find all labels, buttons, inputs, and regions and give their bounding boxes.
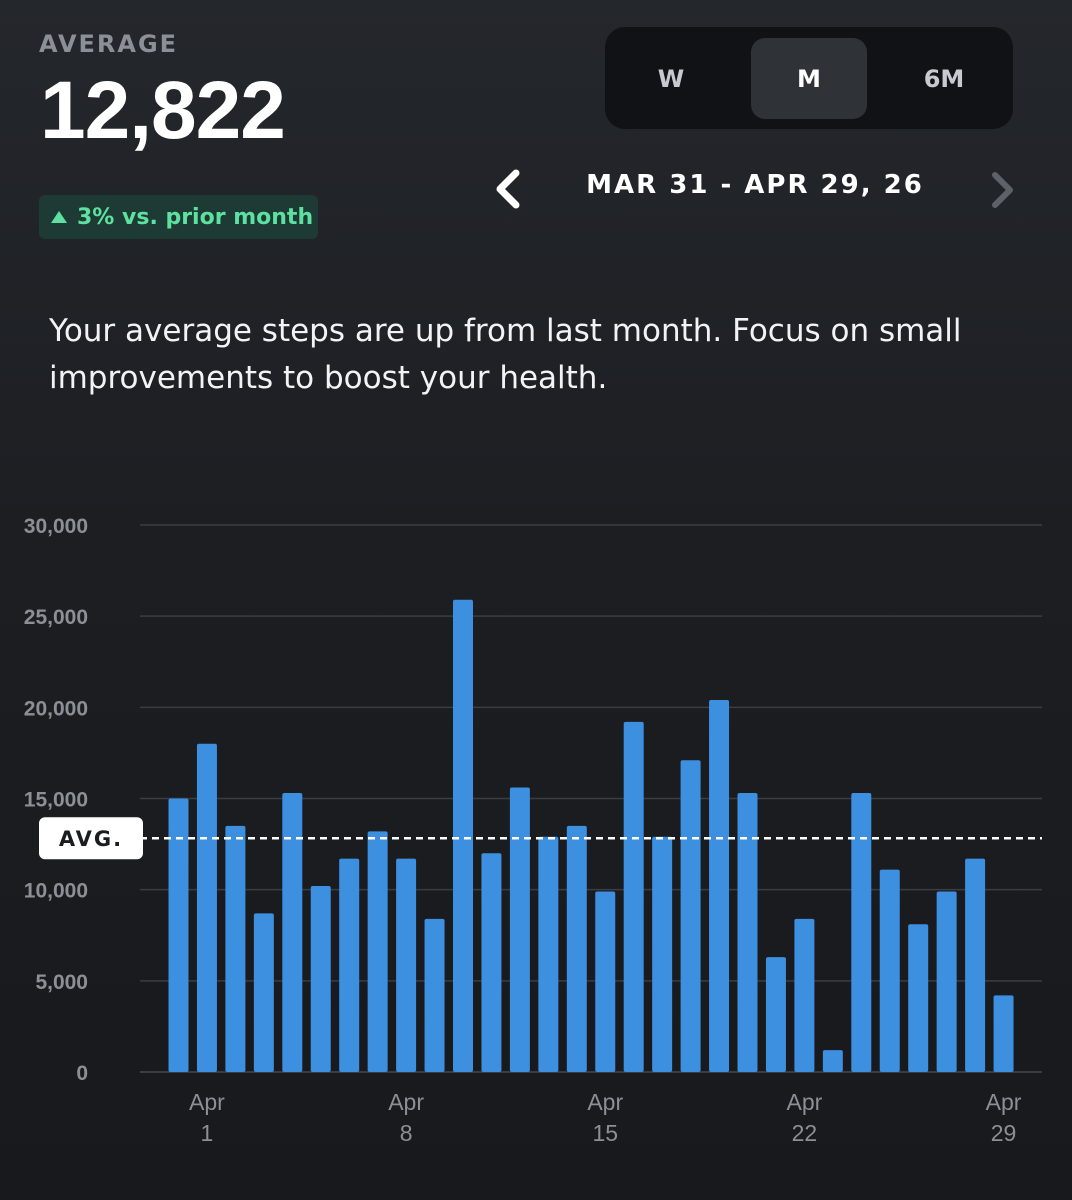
bar — [168, 798, 189, 1072]
average-label: AVERAGE — [39, 30, 179, 58]
y-tick-label: 0 — [76, 1062, 88, 1085]
range-option-week[interactable]: W — [657, 64, 685, 93]
average-marker — [39, 817, 143, 860]
bar — [253, 913, 274, 1072]
bar — [908, 924, 929, 1072]
x-tick-label-day: 8 — [400, 1120, 413, 1146]
bar — [481, 853, 502, 1072]
bar — [822, 1050, 843, 1072]
bar — [367, 831, 388, 1072]
bar — [196, 743, 217, 1072]
y-tick-label: 15,000 — [24, 789, 88, 812]
x-tick-label-day: 22 — [792, 1120, 818, 1146]
change-text: 3% vs. prior month — [77, 204, 314, 230]
y-tick-label: 20,000 — [24, 697, 88, 720]
chevron-right-icon[interactable] — [985, 170, 1021, 214]
bar — [993, 995, 1014, 1072]
bar — [339, 858, 360, 1072]
bar — [595, 891, 616, 1072]
bar — [936, 891, 957, 1072]
y-tick-label: 25,000 — [24, 606, 88, 629]
bar — [737, 793, 758, 1072]
steps-bar-chart: 0 5,000 10,000 15,000 20,000 25,000 30,000 Apr 1… — [24, 515, 1042, 1146]
bar — [538, 836, 559, 1072]
bar — [709, 700, 730, 1072]
average-value: 12,822 — [40, 65, 286, 156]
bar — [765, 957, 786, 1072]
x-tick-label-month: Apr — [787, 1089, 823, 1115]
range-selector: W M 6M — [605, 27, 1013, 129]
x-tick-label-day: 1 — [201, 1120, 214, 1146]
bar — [965, 858, 986, 1072]
x-tick-label-month: Apr — [587, 1089, 623, 1115]
bar — [680, 760, 701, 1072]
bar — [509, 787, 530, 1072]
range-option-month[interactable]: M — [751, 38, 867, 119]
bar — [794, 918, 815, 1072]
bar — [623, 721, 644, 1072]
x-tick-label-month: Apr — [388, 1089, 424, 1115]
date-range: MAR 31 - APR 29, 26 — [586, 170, 924, 200]
bar — [566, 825, 587, 1072]
average-marker-label: AVG. — [59, 827, 123, 851]
bar — [282, 793, 303, 1072]
x-tick-label-day: 29 — [991, 1120, 1017, 1146]
y-tick-label: 30,000 — [24, 515, 88, 538]
x-tick-label-month: Apr — [189, 1089, 225, 1115]
insight-text: Your average steps are up from last mont… — [49, 313, 962, 396]
y-tick-label: 5,000 — [35, 971, 88, 994]
y-tick-label: 10,000 — [24, 880, 88, 903]
chevron-left-icon[interactable] — [488, 168, 528, 214]
bar — [652, 836, 673, 1072]
x-tick-label-month: Apr — [986, 1089, 1022, 1115]
bar — [225, 825, 246, 1072]
bar — [851, 793, 872, 1072]
bar — [879, 869, 900, 1072]
trend-up-icon — [51, 211, 67, 223]
change-badge: 3% vs. prior month — [39, 195, 318, 239]
bar — [310, 886, 331, 1072]
bar — [424, 918, 445, 1072]
range-option-6-months[interactable]: 6M — [923, 64, 965, 93]
bar — [453, 599, 473, 1072]
x-tick-label-day: 15 — [592, 1120, 618, 1146]
bar — [396, 858, 417, 1072]
